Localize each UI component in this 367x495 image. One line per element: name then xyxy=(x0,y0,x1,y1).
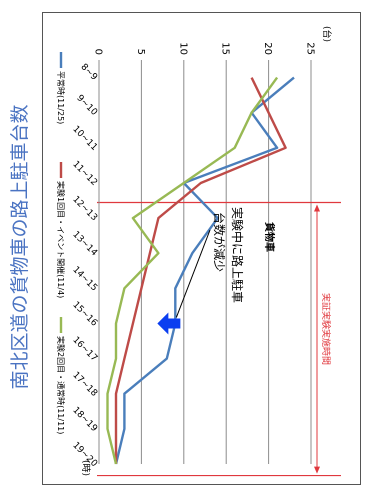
y-tick-label-20: 20 xyxy=(262,42,273,55)
chart-frame: 実証実験実施時間 0 5 10 15 20 258~99~1010~1111~1212~1… xyxy=(42,12,361,485)
legend-label-1: 実験1回目・イベント開催(11/4) xyxy=(56,181,66,298)
y-tick-label-10: 10 xyxy=(177,42,188,55)
y-axis-unit: (台) xyxy=(321,26,333,42)
y-tick-label-5: 5 xyxy=(135,49,146,55)
y-tick-label-25: 25 xyxy=(305,42,316,55)
chart-subtitle: 貨物車 xyxy=(263,222,276,252)
page-title-text: 南北区道の貨物車の路上駐車台数 xyxy=(9,104,31,389)
x-axis-unit: (時) xyxy=(80,460,91,476)
legend-label-0: 平常時(11/25) xyxy=(56,71,65,124)
y-tick-label-0: 0 xyxy=(93,49,104,55)
y-tick-label-15: 15 xyxy=(220,42,231,55)
period-label: 実証実験実施時間 xyxy=(320,293,332,365)
page-title: 南北区道の貨物車の路上駐車台数 xyxy=(4,0,38,495)
legend: 平常時(11/25) 実験1回目・イベント開催(11/4) 実験2回目・通常時(11… xyxy=(56,52,66,434)
legend-label-2: 実験2回目・通常時(11/11) xyxy=(56,336,66,434)
